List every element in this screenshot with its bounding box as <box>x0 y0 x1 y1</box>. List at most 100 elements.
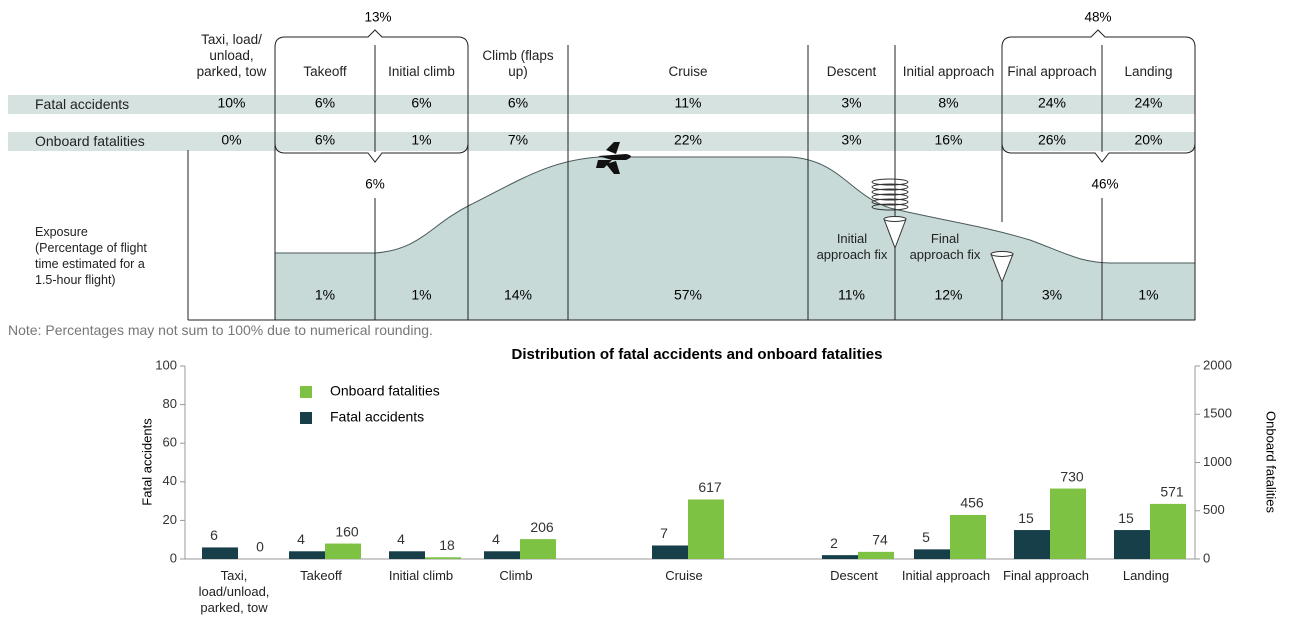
row-value: 24% <box>1038 95 1066 111</box>
exposure-profile <box>274 156 1196 321</box>
bar <box>202 547 238 559</box>
data-label: 206 <box>530 519 554 535</box>
bar <box>652 545 688 559</box>
fix-cone <box>883 216 1014 284</box>
data-label: 730 <box>1060 468 1084 484</box>
y2-tick-label: 2000 <box>1203 357 1232 372</box>
annotation: Final approach fix <box>909 231 981 262</box>
row-label: Onboard fatalities <box>35 133 145 149</box>
x-tick-label: Initial approach <box>901 568 991 583</box>
y-tick-label: 20 <box>163 512 177 527</box>
row-value: 22% <box>674 132 702 148</box>
y2-axis-title: Onboard fatalities <box>1264 411 1279 513</box>
data-label: 6 <box>210 527 218 543</box>
y-tick-label: 60 <box>163 435 177 450</box>
grouping-label: 48% <box>1084 10 1111 25</box>
data-label: 15 <box>1118 510 1134 526</box>
bar <box>950 514 986 559</box>
bar <box>520 539 556 559</box>
bar <box>1014 530 1050 559</box>
row-value: 6% <box>315 132 335 148</box>
bar <box>484 551 520 559</box>
exposure-value: 11% <box>838 287 865 303</box>
exposure-label: Exposure (Percentage of flight time esti… <box>35 225 147 287</box>
phase-header: Final approach <box>1007 64 1097 79</box>
holding-pattern <box>871 178 909 211</box>
chart-title: Distribution of fatal accidents and onbo… <box>512 346 883 363</box>
data-label: 4 <box>397 531 405 547</box>
phase-header: Taxi, load/ unload, parked, tow <box>196 32 267 79</box>
y2-tick-label: 1000 <box>1203 454 1232 469</box>
row-value: 3% <box>841 132 861 148</box>
annotation: Initial approach fix <box>816 231 888 262</box>
legend-swatch <box>300 412 312 424</box>
row-value: 7% <box>508 132 528 148</box>
x-tick-label: Takeoff <box>300 568 342 583</box>
phase-header: Takeoff <box>303 64 347 79</box>
exposure-value: 1% <box>1138 287 1158 303</box>
legend-label: Fatal accidents <box>330 409 424 425</box>
grouping-label: 13% <box>364 10 391 25</box>
y2-tick-label: 500 <box>1203 502 1225 517</box>
row-value: 6% <box>411 95 431 111</box>
bar <box>688 499 724 559</box>
phase-header: Landing <box>1124 64 1173 79</box>
bar <box>289 551 325 559</box>
grouping-label: 6% <box>365 177 385 192</box>
y-tick-label: 0 <box>170 550 177 565</box>
bar <box>1050 488 1086 559</box>
bar <box>1114 530 1150 559</box>
x-tick-label: Initial climb <box>388 568 454 583</box>
legend-swatch <box>300 386 312 398</box>
row-value: 26% <box>1038 132 1066 148</box>
row-value: 6% <box>508 95 528 111</box>
data-label: 4 <box>492 531 500 547</box>
x-tick-label: Final approach <box>1003 568 1089 583</box>
bar <box>389 551 425 559</box>
exposure-value: 12% <box>934 287 962 303</box>
row-band <box>8 132 1195 151</box>
bar <box>822 555 858 559</box>
y2-tick-label: 1500 <box>1203 406 1232 421</box>
x-tick-label: Descent <box>830 568 878 583</box>
y2-tick-label: 0 <box>1203 550 1210 565</box>
x-tick-label: Taxi, load/unload, parked, tow <box>198 568 270 615</box>
row-value: 16% <box>934 132 962 148</box>
data-label: 160 <box>335 523 359 539</box>
bar <box>425 557 461 559</box>
data-label: 4 <box>297 531 305 547</box>
x-tick-label: Cruise <box>665 568 703 583</box>
data-label: 74 <box>872 532 888 548</box>
data-label: 7 <box>660 525 668 541</box>
bar <box>858 551 894 559</box>
exposure-value: 3% <box>1042 287 1062 303</box>
data-label: 18 <box>439 537 455 553</box>
y-axis-title: Fatal accidents <box>139 418 154 506</box>
data-label: 456 <box>960 495 984 511</box>
y-tick-label: 80 <box>163 396 177 411</box>
data-label: 15 <box>1018 510 1034 526</box>
row-value: 20% <box>1134 132 1162 148</box>
phase-header: Descent <box>826 64 877 79</box>
data-label: 617 <box>698 479 722 495</box>
row-value: 6% <box>315 95 335 111</box>
x-tick-label: Climb <box>499 568 533 583</box>
phase-header: Cruise <box>668 64 708 79</box>
y-tick-label: 40 <box>163 473 177 488</box>
data-label: 2 <box>830 535 838 551</box>
row-value: 11% <box>675 95 702 111</box>
row-band <box>8 95 1195 114</box>
note: Note: Percentages may not sum to 100% du… <box>8 322 433 338</box>
y-tick-label: 100 <box>155 357 177 372</box>
data-label: 5 <box>922 529 930 545</box>
data-label: 0 <box>256 539 264 555</box>
row-value: 1% <box>411 132 431 148</box>
phase-header: Climb (flaps up) <box>482 48 554 79</box>
bar <box>914 549 950 559</box>
exposure-value: 1% <box>315 287 335 303</box>
row-value: 3% <box>841 95 861 111</box>
phase-header: Initial climb <box>388 64 455 79</box>
bar <box>1150 503 1186 559</box>
